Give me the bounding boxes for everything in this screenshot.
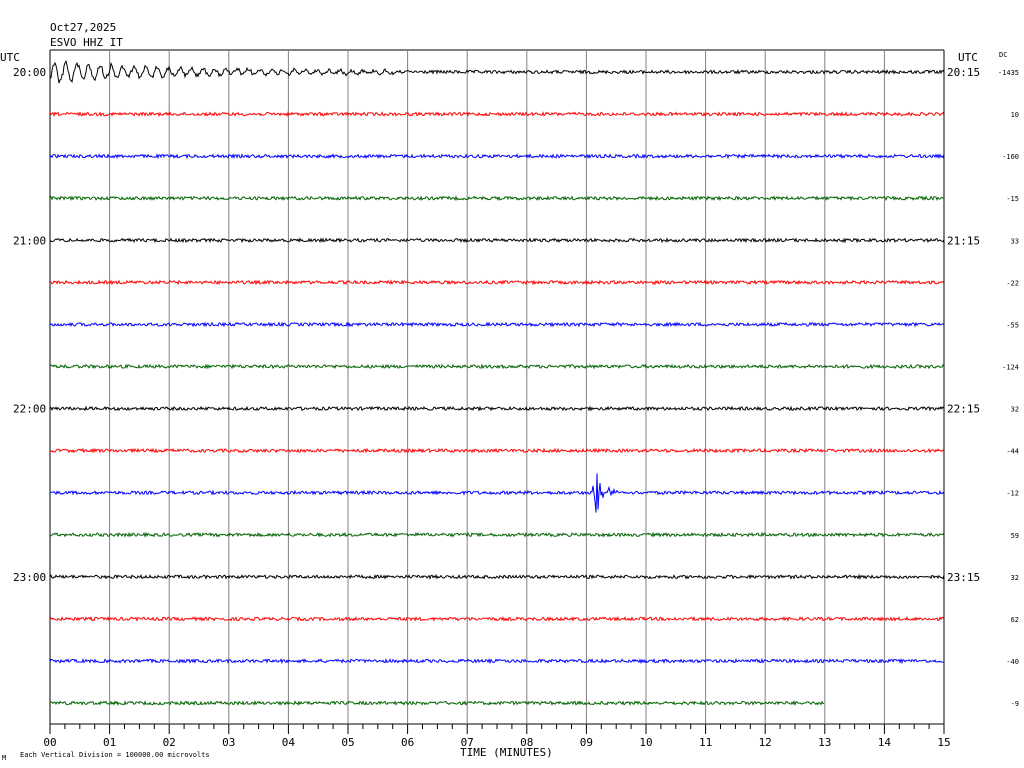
x-tick-label: 00: [43, 736, 56, 749]
row-dc-offset: 32: [1011, 574, 1019, 582]
x-axis: 00 01 02 03 04 05 06 07 08 09 10 11 12 13 14 15: [43, 724, 951, 749]
row-right-time: 21:15: [947, 234, 980, 247]
row-dc-offset: -160: [1002, 153, 1019, 161]
row-dc-offset: 33: [1011, 237, 1019, 245]
row-dc-offset: -124: [1002, 363, 1019, 371]
row-dc-offset: -15: [1006, 195, 1019, 203]
x-tick-label: 07: [461, 736, 474, 749]
row-dc-offset: -1435: [998, 69, 1019, 77]
x-tick-label: 10: [639, 736, 652, 749]
plot-frame: [49, 49, 945, 725]
x-tick-label: 13: [818, 736, 831, 749]
trace-row-13: [49, 615, 945, 622]
row-dc-offset: 59: [1011, 532, 1019, 540]
minute-gridlines: [109, 50, 885, 724]
row-dc-offset: -44: [1006, 448, 1019, 456]
row-labels: 20:00 20:15 -1435 10 -160 -15 21:00 21:15 33 -22 -…: [13, 66, 1019, 708]
x-tick-label: 09: [580, 736, 593, 749]
row-left-time: 23:00: [13, 571, 46, 584]
trace-row-3: [49, 195, 945, 202]
trace-row-11: [49, 531, 945, 538]
x-tick-label: 01: [103, 736, 116, 749]
left-tz-label: UTC: [0, 51, 20, 64]
x-tick-label: 06: [401, 736, 414, 749]
trace-row-1: [49, 111, 945, 118]
x-tick-label: 08: [520, 736, 533, 749]
trace-row-2: [49, 153, 945, 160]
x-tick-label: 02: [163, 736, 176, 749]
row-dc-offset: -55: [1006, 321, 1019, 329]
trace-row-15: [49, 700, 825, 707]
x-tick-label: 14: [878, 736, 892, 749]
row-left-time: 20:00: [13, 66, 46, 79]
footer-mark: M: [2, 754, 6, 762]
x-tick-label: 15: [937, 736, 950, 749]
row-right-time: 22:15: [947, 403, 980, 416]
x-tick-label: 04: [282, 736, 296, 749]
row-left-time: 21:00: [13, 234, 46, 247]
row-dc-offset: 10: [1011, 111, 1019, 119]
x-tick-label: 05: [341, 736, 354, 749]
trace-row-6: [49, 321, 945, 328]
row-right-time: 20:15: [947, 66, 980, 79]
trace-row-7: [49, 363, 945, 370]
trace-row-5: [49, 279, 945, 286]
trace-row-9: [49, 447, 945, 454]
trace-row-12: [49, 573, 945, 580]
x-axis-title: TIME (MINUTES): [460, 746, 553, 759]
row-dc-offset: -9: [1011, 700, 1019, 708]
trace-row-10: [50, 473, 945, 513]
trace-row-0: [49, 60, 945, 84]
row-dc-offset: 32: [1011, 406, 1019, 414]
x-tick-label: 12: [759, 736, 772, 749]
x-tick-label: 11: [699, 736, 712, 749]
seismic-traces: [49, 60, 945, 707]
station-label: ESVO HHZ IT: [50, 36, 123, 49]
right-tz-label: UTC: [958, 51, 978, 64]
trace-row-14: [49, 657, 944, 665]
row-right-time: 23:15: [947, 571, 980, 584]
date-label: Oct27,2025: [50, 21, 116, 34]
x-tick-label: 03: [222, 736, 235, 749]
row-dc-offset: -22: [1006, 279, 1019, 287]
footer-note: Each Vertical Division = 100000.00 micro…: [20, 751, 210, 759]
row-dc-offset: -40: [1006, 658, 1019, 666]
row-dc-offset: 62: [1011, 616, 1019, 624]
trace-row-4: [49, 237, 945, 244]
trace-row-8: [49, 405, 945, 412]
row-dc-offset: -12: [1006, 490, 1019, 498]
row-left-time: 22:00: [13, 403, 46, 416]
dc-label: DC: [999, 51, 1007, 59]
